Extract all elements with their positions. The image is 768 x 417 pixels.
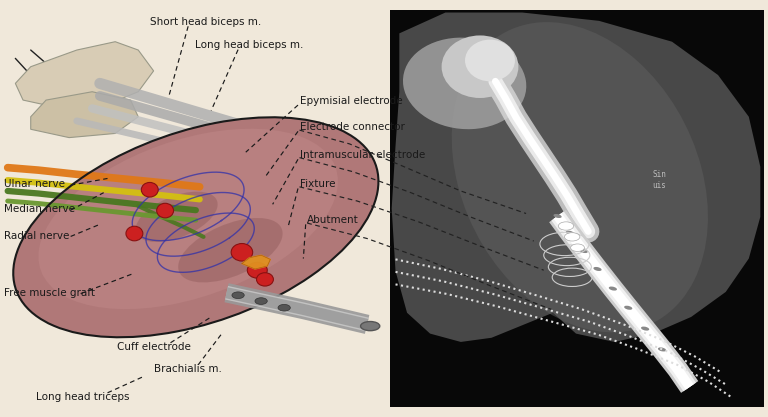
Text: Long head triceps: Long head triceps bbox=[36, 392, 130, 402]
Circle shape bbox=[278, 304, 290, 311]
Text: Epymisial electrode: Epymisial electrode bbox=[300, 96, 402, 106]
Ellipse shape bbox=[658, 347, 666, 352]
Text: Long head biceps m.: Long head biceps m. bbox=[195, 40, 304, 50]
Ellipse shape bbox=[624, 306, 632, 310]
Ellipse shape bbox=[360, 322, 380, 331]
Ellipse shape bbox=[13, 117, 379, 337]
Ellipse shape bbox=[157, 203, 174, 218]
Circle shape bbox=[232, 292, 244, 299]
Ellipse shape bbox=[594, 267, 601, 271]
Text: Electrode connector: Electrode connector bbox=[300, 122, 405, 132]
Ellipse shape bbox=[554, 214, 561, 218]
Circle shape bbox=[571, 244, 584, 251]
Circle shape bbox=[564, 233, 580, 241]
Text: Intramuscular electrode: Intramuscular electrode bbox=[300, 150, 425, 160]
Ellipse shape bbox=[178, 218, 283, 282]
Ellipse shape bbox=[141, 183, 158, 197]
Text: Radial nerve: Radial nerve bbox=[4, 231, 69, 241]
Circle shape bbox=[255, 298, 267, 304]
PathPatch shape bbox=[31, 92, 138, 138]
Ellipse shape bbox=[38, 129, 338, 309]
Ellipse shape bbox=[452, 22, 708, 332]
Ellipse shape bbox=[566, 231, 574, 235]
Ellipse shape bbox=[257, 273, 273, 286]
PathPatch shape bbox=[392, 13, 760, 342]
Ellipse shape bbox=[580, 249, 588, 253]
Bar bbox=[390, 10, 764, 407]
Text: Median nerve: Median nerve bbox=[4, 204, 74, 214]
Ellipse shape bbox=[403, 38, 526, 129]
Text: Fixture: Fixture bbox=[300, 179, 335, 189]
Ellipse shape bbox=[136, 192, 217, 242]
Text: Cuff electrode: Cuff electrode bbox=[117, 342, 190, 352]
PathPatch shape bbox=[15, 42, 154, 108]
Ellipse shape bbox=[231, 244, 253, 261]
Ellipse shape bbox=[641, 327, 649, 331]
Text: Short head biceps m.: Short head biceps m. bbox=[151, 17, 261, 27]
Text: Ulnar nerve: Ulnar nerve bbox=[4, 179, 65, 189]
Ellipse shape bbox=[609, 286, 617, 291]
Ellipse shape bbox=[442, 35, 518, 98]
Text: Free muscle graft: Free muscle graft bbox=[4, 288, 94, 298]
Ellipse shape bbox=[126, 226, 143, 241]
Text: Brachialis m.: Brachialis m. bbox=[154, 364, 222, 374]
Text: Abutment: Abutment bbox=[307, 215, 359, 225]
Polygon shape bbox=[242, 255, 270, 269]
Ellipse shape bbox=[465, 40, 515, 81]
Circle shape bbox=[558, 222, 574, 230]
Text: Sin
uis: Sin uis bbox=[652, 171, 666, 190]
Ellipse shape bbox=[247, 262, 267, 278]
